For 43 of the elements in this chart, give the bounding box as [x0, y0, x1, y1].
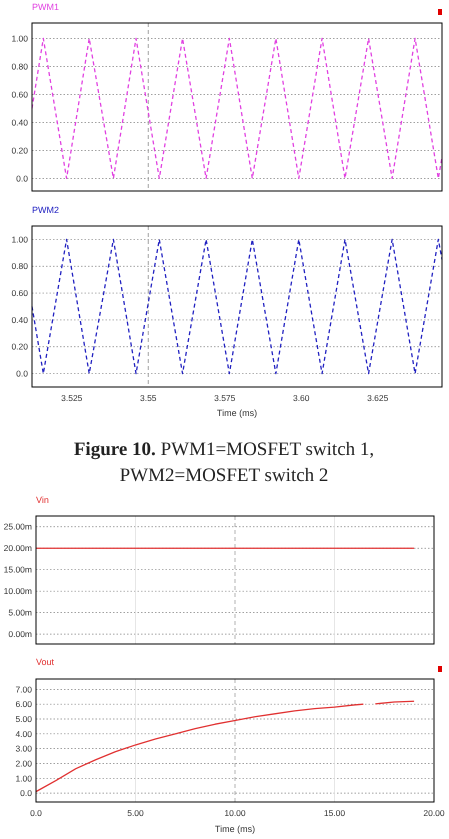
x-tick-label: 15.00	[324, 808, 346, 818]
y-tick-label: 0.0	[16, 368, 28, 379]
y-tick-label: 1.00	[11, 33, 28, 44]
y-tick-label: 0.60	[11, 288, 28, 298]
x-tick-label: 5.00	[127, 808, 144, 818]
y-tick-label: 0.80	[11, 261, 28, 272]
x-axis-title: Time (ms)	[214, 824, 256, 834]
caption: Figure 10. PWM1=MOSFET switch 1, PWM2=MOSFET switch 2	[74, 439, 374, 486]
y-tick-label: 0.00m	[8, 629, 32, 640]
x-tick-label: 10.00	[224, 808, 246, 818]
y-tick-label: 15.00m	[4, 564, 32, 575]
text: Vout	[36, 657, 55, 667]
y-tick-label: 1.00	[11, 234, 28, 244]
y-tick-label: 0.80	[11, 61, 28, 72]
x-tick-label: 3.625	[367, 393, 389, 403]
y-tick-label: 0.60	[11, 89, 28, 100]
x-tick-label: 3.575	[214, 393, 236, 403]
y-tick-label: 0.20	[11, 145, 28, 156]
y-tick-label: 2.00	[15, 758, 32, 768]
y-tick-label: 5.00	[15, 714, 32, 724]
y-tick-label: 5.00m	[8, 608, 32, 618]
text: PWM2	[32, 205, 59, 215]
x-tick-label: 3.60	[292, 393, 310, 403]
x-tick-label: 20.00	[423, 808, 445, 818]
y-tick-label: 0.40	[11, 117, 28, 128]
y-tick-label: 10.00m	[4, 586, 32, 596]
y-tick-label: 1.00	[15, 773, 32, 784]
y-tick-label: 7.00	[15, 684, 32, 694]
x-tick-label: 3.55	[140, 393, 157, 403]
y-tick-label: 6.00	[15, 699, 32, 710]
text: Vin	[36, 495, 49, 505]
y-tick-label: 0.20	[11, 342, 28, 352]
y-tick-label: 4.00	[15, 728, 32, 739]
y-tick-label: 25.00m	[4, 522, 32, 532]
x-axis-title: Time (ms)	[216, 408, 258, 418]
y-tick-label: 0.40	[11, 314, 28, 325]
x-tick-label: 3.525	[61, 393, 83, 403]
y-tick-label: 0.0	[16, 173, 28, 184]
y-tick-label: 20.00m	[4, 543, 32, 554]
text: PWM1	[32, 2, 59, 12]
y-tick-label: 3.00	[15, 744, 32, 754]
y-tick-label: 0.0	[20, 788, 32, 798]
x-tick-label: 0.0	[30, 808, 42, 818]
